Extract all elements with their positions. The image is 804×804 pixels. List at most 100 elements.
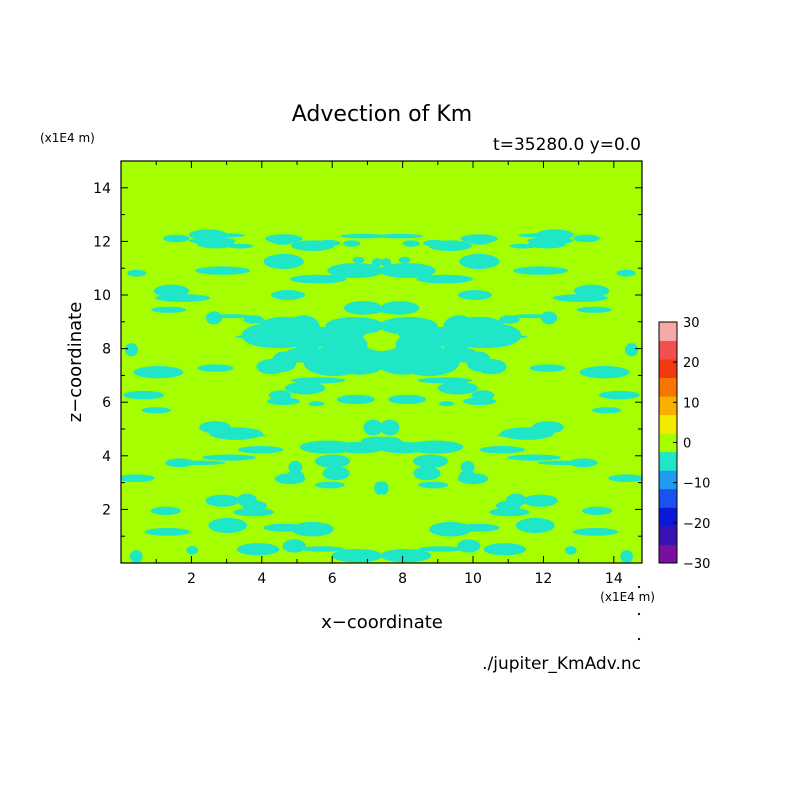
heatmap-field bbox=[121, 161, 642, 563]
x-axis-label: x−coordinate bbox=[321, 612, 443, 633]
heatmap-patch bbox=[369, 436, 403, 448]
heatmap-patch bbox=[568, 458, 598, 468]
heatmap-patch bbox=[123, 390, 165, 400]
heatmap-patch bbox=[380, 549, 432, 563]
y-tick-label: 2 bbox=[102, 502, 111, 518]
x-tick-label: 10 bbox=[464, 571, 482, 587]
heatmap-patch bbox=[371, 258, 383, 267]
heatmap-patch bbox=[418, 481, 449, 489]
marker-dot bbox=[637, 585, 641, 589]
heatmap-patch bbox=[127, 269, 147, 277]
heatmap-patch bbox=[141, 407, 171, 414]
heatmap-patch bbox=[243, 315, 264, 324]
heatmap-patch bbox=[429, 521, 472, 537]
heatmap-patch bbox=[327, 263, 384, 279]
colorbar-tick-label: 20 bbox=[683, 356, 700, 371]
heatmap-patches bbox=[121, 229, 642, 563]
heatmap-patch bbox=[437, 381, 479, 395]
heatmap-patch bbox=[573, 284, 610, 298]
y-tick-label: 12 bbox=[93, 234, 111, 250]
x-axis-ticks: 2 4 6 8 10 12 14 bbox=[155, 161, 623, 587]
heatmap-patch bbox=[288, 460, 303, 474]
heatmap-patch bbox=[267, 397, 300, 406]
heatmap-patch bbox=[512, 314, 553, 319]
heatmap-patch bbox=[360, 308, 382, 314]
heatmap-patch bbox=[290, 274, 347, 284]
heatmap-patch bbox=[186, 546, 198, 555]
heatmap-patch bbox=[208, 517, 248, 534]
heatmap-patch bbox=[282, 539, 307, 553]
heatmap-patch bbox=[195, 266, 250, 275]
colorbar: 30 20 10 0 −10 −20 −30 bbox=[658, 316, 710, 572]
heatmap-patch bbox=[529, 364, 566, 372]
heatmap-patch bbox=[456, 539, 481, 553]
heatmap-patch bbox=[418, 546, 464, 552]
heatmap-patch bbox=[416, 274, 474, 284]
heatmap-patch bbox=[463, 397, 496, 406]
colorbar-tick-label: −10 bbox=[683, 477, 710, 492]
heatmap-patch bbox=[379, 263, 436, 279]
heatmap-patch bbox=[517, 233, 565, 238]
heatmap-patch bbox=[271, 351, 297, 372]
heatmap-patch bbox=[153, 284, 190, 298]
heatmap-patch bbox=[496, 500, 521, 512]
marker-dot bbox=[637, 612, 641, 616]
x-tick-label: 4 bbox=[257, 571, 266, 587]
heatmap-patch bbox=[540, 311, 558, 325]
heatmap-patch bbox=[130, 550, 143, 563]
heatmap-patch bbox=[291, 240, 335, 251]
y-tick-label: 4 bbox=[102, 449, 111, 465]
heatmap-patch bbox=[608, 474, 642, 482]
heatmap-patch bbox=[133, 366, 184, 379]
heatmap-patch bbox=[308, 401, 325, 407]
heatmap-patch bbox=[332, 317, 367, 343]
marker-dot bbox=[637, 637, 641, 641]
heatmap-patch bbox=[428, 240, 473, 251]
heatmap-patch bbox=[339, 233, 387, 239]
colorbar-tick-label: 10 bbox=[683, 396, 700, 411]
heatmap-patch bbox=[457, 473, 489, 485]
y-tick-label: 6 bbox=[102, 395, 111, 411]
heatmap-patch bbox=[249, 329, 311, 349]
colorbar-level bbox=[659, 470, 677, 490]
colorbar-level bbox=[659, 488, 677, 508]
heatmap-patch bbox=[237, 446, 284, 454]
heatmap-patch bbox=[144, 528, 191, 536]
heatmap-patch bbox=[199, 233, 246, 238]
heatmap-patch bbox=[444, 331, 466, 359]
heatmap-patch bbox=[205, 311, 223, 325]
heatmap-patch bbox=[388, 394, 427, 405]
x-tick-label: 2 bbox=[187, 571, 196, 587]
colorbar-tick-label: −30 bbox=[683, 557, 710, 572]
heatmap-patch bbox=[438, 401, 455, 407]
y-tick-label: 8 bbox=[102, 342, 111, 358]
heatmap-patch bbox=[576, 306, 612, 313]
heatmap-patch bbox=[500, 427, 554, 440]
heatmap-patch bbox=[452, 329, 514, 349]
heatmap-patch bbox=[299, 546, 345, 552]
heatmap-patch bbox=[378, 481, 389, 495]
heatmap-patch bbox=[274, 473, 306, 485]
heatmap-patch bbox=[202, 454, 256, 461]
source-file-label: ./jupiter_KmAdv.nc bbox=[482, 654, 641, 674]
heatmap-patch bbox=[413, 466, 441, 481]
heatmap-patch bbox=[620, 550, 633, 563]
colorbar-level bbox=[659, 544, 677, 564]
heatmap-patch bbox=[582, 506, 613, 515]
colorbar-tick-label: −20 bbox=[683, 517, 710, 532]
heatmap-patch bbox=[572, 528, 619, 536]
heatmap-patch bbox=[407, 440, 464, 454]
colorbar-level bbox=[659, 451, 677, 471]
x-tick-label: 12 bbox=[535, 571, 553, 587]
colorbar-tick-label: 0 bbox=[683, 437, 691, 452]
colorbar-level bbox=[659, 322, 677, 341]
heatmap-patch bbox=[299, 440, 356, 454]
colorbar-level bbox=[659, 359, 677, 379]
heatmap-patch bbox=[402, 240, 420, 247]
heatmap-patch bbox=[592, 407, 622, 414]
heatmap-patch bbox=[412, 454, 449, 468]
heatmap-patch bbox=[121, 474, 155, 482]
heatmap-patch bbox=[263, 253, 304, 270]
heatmap-patch bbox=[507, 454, 561, 461]
